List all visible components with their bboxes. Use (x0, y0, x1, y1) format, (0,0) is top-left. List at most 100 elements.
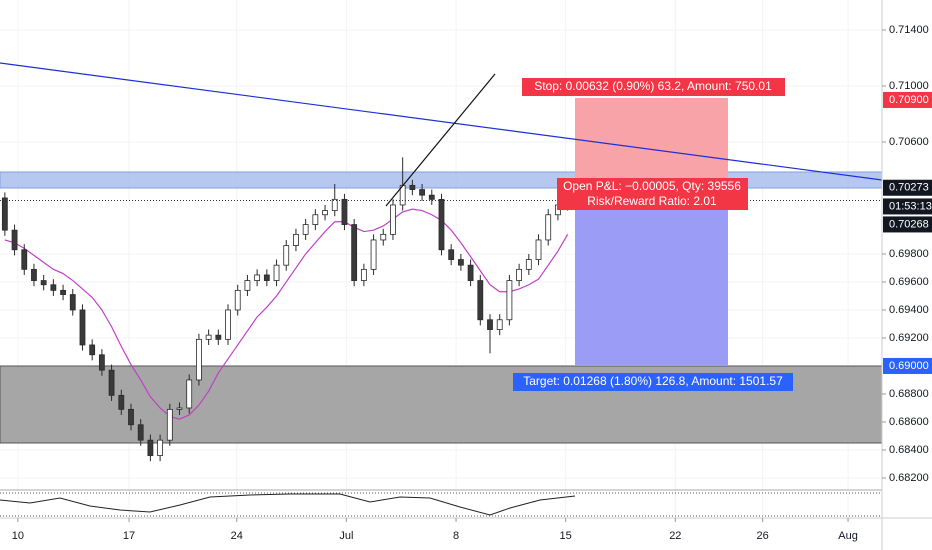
axes: 0.71400 0.71000 0.70600 0.69800 0.69600 0.694… (12, 24, 932, 542)
candle-body (263, 274, 270, 281)
candle-body (525, 259, 532, 270)
candle-body (1, 197, 8, 231)
y-tick-label: 0.68800 (889, 388, 929, 400)
price-label: 0.70900 (889, 94, 929, 106)
candle-body (370, 239, 377, 270)
x-tick-label: 26 (757, 530, 769, 542)
candle-body (535, 239, 542, 260)
candle-body (137, 424, 144, 441)
candle-body (186, 379, 193, 409)
price-label-box (883, 91, 932, 108)
candle-body (545, 214, 552, 241)
x-tick-label: 22 (669, 530, 681, 542)
x-tick-label: 8 (453, 530, 459, 542)
candle-body (496, 319, 503, 330)
candle-body (157, 439, 163, 456)
candle-body (302, 224, 309, 235)
candle-body (331, 198, 338, 211)
trend-line (0, 62, 883, 181)
candle-body (89, 344, 96, 356)
candle-body (419, 189, 425, 196)
resistance-zone (0, 171, 883, 189)
candle-body (457, 259, 464, 266)
candle-body (293, 233, 299, 246)
candle-body (438, 198, 445, 251)
countdown: 01:53:13 (889, 200, 932, 212)
candle-body (244, 280, 251, 291)
candle-body (448, 249, 455, 260)
x-tick-label: 15 (560, 530, 572, 542)
stop-label: Stop: 0.00632 (0.90%) 63.2, Amount: 750.… (534, 79, 772, 93)
countdown-box (883, 198, 932, 215)
trend-line (385, 73, 496, 207)
x-tick-label: 10 (12, 530, 24, 542)
x-tick-label: Jul (339, 530, 353, 542)
candle-body (506, 280, 513, 321)
candle-body (254, 274, 261, 281)
x-tick-label: 24 (231, 530, 243, 542)
candle-body (176, 407, 183, 410)
target-label: Target: 0.01268 (1.80%) 126.8, Amount: 1… (523, 374, 783, 388)
price-label: 0.69000 (889, 360, 929, 372)
candle-body (215, 334, 222, 340)
candle-body (380, 233, 387, 241)
y-tick-label: 0.69800 (889, 248, 929, 260)
candle-body (60, 289, 66, 295)
candle-body (467, 264, 474, 281)
candle-body (322, 210, 328, 216)
moving-average (4, 208, 569, 420)
candle-body (108, 369, 115, 396)
candle-body (234, 289, 241, 311)
candle-body (31, 268, 37, 281)
y-tick-label: 0.69200 (889, 332, 929, 344)
candle-body (11, 229, 18, 251)
candle-body (283, 245, 290, 266)
pnl-label-box (557, 178, 748, 210)
candle-body (196, 338, 202, 381)
indicator-line (0, 493, 576, 516)
target-zone (575, 200, 728, 366)
candle-body (128, 408, 134, 426)
candle-body (516, 268, 523, 281)
y-tick-label: 0.71000 (889, 80, 929, 92)
y-tick-label: 0.71400 (889, 24, 929, 36)
candle-body (79, 309, 86, 346)
candle-body (312, 214, 319, 225)
price-label-box (883, 179, 932, 196)
price-label-box (883, 216, 932, 233)
candle-body (225, 309, 231, 340)
candle-body (428, 194, 435, 200)
y-tick-label: 0.70600 (889, 136, 929, 148)
candle-body (50, 284, 57, 291)
candle-body (69, 294, 76, 311)
price-label: 0.70268 (889, 218, 929, 230)
x-tick-label: Aug (838, 530, 858, 542)
plot (0, 157, 882, 462)
candle-body (273, 264, 280, 281)
candle-body (487, 319, 493, 330)
y-tick-label: 0.68400 (889, 444, 929, 456)
candle-body (390, 204, 396, 235)
stop-label-box (522, 78, 785, 96)
candle-body (409, 184, 416, 190)
candle-body (147, 439, 154, 456)
candle-body (21, 249, 28, 270)
y-tick-label: 0.68600 (889, 416, 929, 428)
candle-body (341, 198, 348, 225)
x-tick-label: 17 (123, 530, 135, 542)
y-tick-label: 0.69600 (889, 276, 929, 288)
y-tick-label: 0.68200 (889, 472, 929, 484)
candle-body (118, 394, 125, 410)
candle-body (205, 334, 212, 340)
price-label-box (883, 357, 932, 374)
pnl-label: Open P&L: −0.00005, Qty: 39556 (563, 179, 741, 193)
rr-label: Risk/Reward Ratio: 2.01 (587, 194, 717, 208)
candle-body (40, 280, 47, 286)
candle-body (351, 224, 358, 281)
target-label-box (513, 373, 793, 391)
candle-body (477, 280, 484, 321)
candle-body (166, 408, 173, 441)
price-label: 0.70273 (889, 182, 929, 194)
